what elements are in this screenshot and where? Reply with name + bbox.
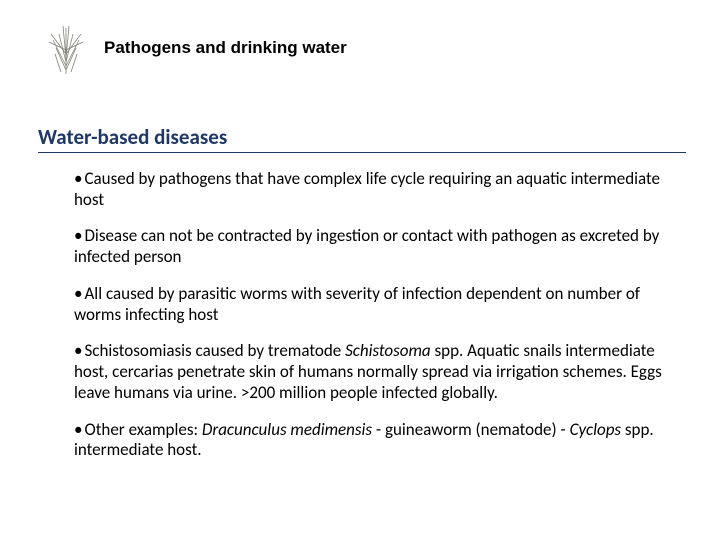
bullet-text: Caused by pathogens that have complex li… <box>74 168 660 210</box>
bullet-item: •All caused by parasitic worms with seve… <box>74 284 672 325</box>
bullet-text-mid: - guineaworm (nematode) - <box>372 419 570 440</box>
bullet-list: •Caused by pathogens that have complex l… <box>38 169 682 461</box>
header-title: Pathogens and drinking water <box>104 38 347 58</box>
bullet-text-pre: Schistosomiasis caused by trematode <box>84 340 345 361</box>
bullet-item: •Other examples: Dracunculus medimensis … <box>74 420 672 461</box>
bullet-item: •Schistosomiasis caused by trematode Sch… <box>74 341 672 403</box>
slide: Pathogens and drinking water Water-based… <box>0 0 720 540</box>
bullet-text-pre: Other examples: <box>84 419 201 440</box>
section-heading: Water-based diseases <box>38 124 686 153</box>
bullet-text-italic: Dracunculus medimensis <box>202 419 372 440</box>
plant-icon <box>38 20 94 76</box>
bullet-text-italic: Cyclops <box>570 419 621 440</box>
bullet-text: All caused by parasitic worms with sever… <box>74 283 640 325</box>
slide-header: Pathogens and drinking water <box>38 20 682 76</box>
bullet-text: Disease can not be contracted by ingesti… <box>74 225 659 267</box>
bullet-item: •Caused by pathogens that have complex l… <box>74 169 672 210</box>
bullet-item: •Disease can not be contracted by ingest… <box>74 226 672 267</box>
bullet-text-italic: Schistosoma <box>345 340 431 361</box>
